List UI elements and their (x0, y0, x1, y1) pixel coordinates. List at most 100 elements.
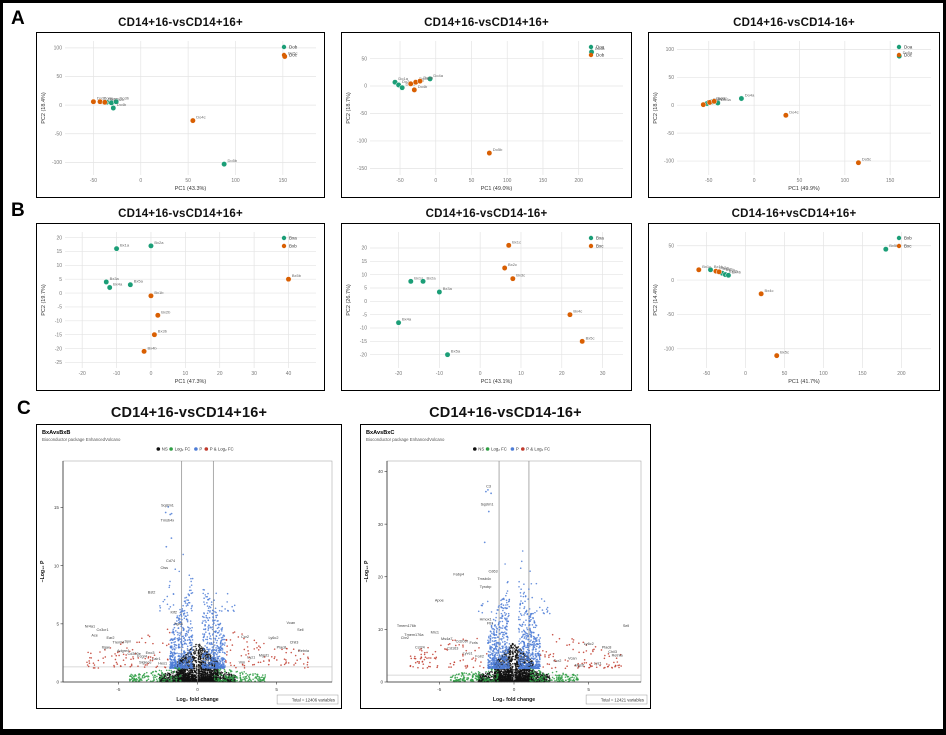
chart-title: CD14+16-vsCD14-16+ (429, 405, 582, 421)
svg-text:Bxa: Bxa (596, 236, 604, 241)
svg-text:PC1 (43.3%): PC1 (43.3%) (175, 186, 207, 192)
pca-plot-a1-canvas: -50 0 50 100 150 -100 -50 0 50 100 PC1 (43.3%) PC2 … (36, 32, 325, 198)
svg-text:Do5c: Do5c (288, 50, 297, 55)
svg-text:0: 0 (56, 680, 59, 685)
svg-text:Do5c: Do5c (862, 157, 871, 162)
svg-text:100: 100 (503, 178, 512, 184)
svg-text:Do2b: Do2b (419, 76, 429, 81)
pca-plot-b2-canvas: -20 -10 0 10 20 30 -20 -15 -10 -5 0 5 10 15 20 PC1 (43.… (341, 223, 632, 391)
svg-text:0: 0 (744, 371, 747, 377)
svg-text:-10: -10 (113, 371, 120, 377)
svg-text:Bx4b: Bx4b (732, 269, 742, 274)
chart-title: CD14+16-vsCD14+16+ (118, 17, 243, 29)
svg-text:0: 0 (139, 178, 142, 184)
svg-text:Bx3c: Bx3c (516, 273, 525, 278)
svg-text:Do3c: Do3c (718, 95, 727, 100)
svg-text:-10: -10 (436, 371, 443, 377)
svg-text:Hes1: Hes1 (158, 662, 167, 666)
svg-text:Eno3: Eno3 (146, 651, 155, 655)
svg-text:5: 5 (59, 277, 62, 283)
svg-text:Do4b: Do4b (418, 84, 428, 89)
svg-text:100: 100 (841, 178, 850, 184)
svg-text:Bx5b: Bx5b (889, 243, 899, 248)
svg-text:30: 30 (251, 371, 257, 377)
pca-plot-b1: CD14+16-vsCD14+16+ -20 -10 0 10 20 30 40 -25 -20… (36, 206, 325, 391)
svg-text:Do2c: Do2c (103, 96, 112, 101)
chart-title: CD14-16+vsCD14+16+ (731, 208, 857, 220)
svg-text:Do5b: Do5b (228, 158, 238, 163)
svg-text:Bx3b: Bx3b (158, 329, 168, 334)
chart-title: CD14+16-vsCD14+16+ (110, 405, 268, 421)
svg-text:150: 150 (858, 371, 867, 377)
svg-text:0: 0 (59, 291, 62, 297)
svg-text:Klf2: Klf2 (170, 610, 177, 614)
svg-text:Bxc: Bxc (904, 244, 912, 249)
svg-text:Bx3a: Bx3a (110, 276, 120, 281)
svg-text:Log₂ FC: Log₂ FC (175, 447, 191, 452)
svg-text:Bx4c: Bx4c (573, 309, 582, 314)
svg-text:Log₂ fold change: Log₂ fold change (176, 697, 218, 703)
svg-text:Doa: Doa (904, 45, 913, 50)
svg-text:Do2c: Do2c (713, 96, 722, 101)
svg-text:Sqstm1: Sqstm1 (161, 503, 174, 507)
volcano-plot-c1: CD14+16-vsCD14+16+ Sqstm1 Tmsb4x Cd74 Ctss B… (36, 402, 342, 709)
svg-text:15: 15 (361, 259, 367, 265)
svg-text:Doa: Doa (596, 45, 605, 50)
svg-text:Bx3b: Bx3b (729, 269, 739, 274)
svg-text:50: 50 (668, 75, 674, 81)
svg-text:PC2 (14.4%): PC2 (14.4%) (653, 284, 659, 316)
svg-text:Adgre4: Adgre4 (117, 649, 129, 653)
svg-text:PC2 (18.4%): PC2 (18.4%) (41, 92, 47, 124)
svg-text:50: 50 (469, 178, 475, 184)
svg-text:-10: -10 (55, 319, 62, 325)
svg-text:10: 10 (54, 563, 60, 568)
pca-plot-b3: CD14-16+vsCD14+16+ -50 0 50 100 150 200 -100 -5… (648, 206, 940, 391)
svg-text:Cd74: Cd74 (166, 559, 175, 563)
chart-title: CD14+16-vsCD14+16+ (118, 208, 243, 220)
svg-text:20: 20 (559, 371, 565, 377)
svg-text:-50: -50 (667, 131, 674, 137)
svg-text:Bx1b: Bx1b (714, 264, 724, 269)
svg-text:Bx4a: Bx4a (402, 317, 412, 322)
svg-text:-50: -50 (55, 131, 62, 137)
svg-text:Bx2a: Bx2a (154, 240, 164, 245)
svg-text:PC1 (41.7%): PC1 (41.7%) (788, 379, 820, 385)
svg-text:0: 0 (671, 278, 674, 284)
svg-text:-50: -50 (396, 178, 403, 184)
svg-text:50: 50 (797, 178, 803, 184)
svg-text:−Log₁₀ P: −Log₁₀ P (40, 560, 46, 582)
svg-text:-20: -20 (79, 371, 86, 377)
pca-plot-a3: CD14+16-vsCD14-16+ -50 0 50 100 150 -100 -50 0 5… (648, 15, 940, 198)
svg-text:5: 5 (275, 687, 278, 692)
svg-text:Spn: Spn (124, 639, 131, 643)
svg-text:Bx4b: Bx4b (147, 345, 157, 350)
svg-text:-50: -50 (90, 178, 97, 184)
svg-text:Ear2: Ear2 (106, 636, 114, 640)
svg-text:Fcgr4: Fcgr4 (137, 655, 147, 659)
svg-text:10: 10 (361, 272, 367, 278)
svg-text:Bxa: Bxa (289, 236, 297, 241)
svg-text:Sell: Sell (297, 628, 303, 632)
svg-text:PC2 (18.4%): PC2 (18.4%) (653, 92, 659, 124)
svg-text:Lyz1: Lyz1 (247, 656, 255, 660)
svg-text:-50: -50 (703, 371, 710, 377)
svg-text:Retnla: Retnla (298, 649, 310, 653)
svg-text:100: 100 (666, 47, 675, 53)
svg-text:-25: -25 (55, 360, 62, 366)
svg-text:Nr4a1: Nr4a1 (85, 624, 95, 628)
svg-text:Bx1b: Bx1b (154, 290, 164, 295)
svg-text:50: 50 (668, 243, 674, 249)
panel-label-b: B (11, 200, 25, 221)
svg-text:40: 40 (286, 371, 292, 377)
svg-text:PC2 (19.7%): PC2 (19.7%) (41, 284, 47, 316)
pca-plot-b2: CD14+16-vsCD14-16+ -20 -10 0 10 20 30 -20 -15 -1… (341, 206, 632, 391)
svg-text:Bioconductor package EnhancedV: Bioconductor package EnhancedVolcano (42, 437, 121, 442)
svg-text:Chil3: Chil3 (290, 641, 299, 645)
svg-text:Treml4: Treml4 (113, 641, 125, 645)
svg-text:Cx3cr1: Cx3cr1 (97, 628, 109, 632)
svg-text:Bx5c: Bx5c (586, 335, 595, 340)
svg-text:-150: -150 (357, 166, 367, 172)
svg-text:-50: -50 (705, 178, 712, 184)
svg-text:0: 0 (753, 178, 756, 184)
svg-text:Vim: Vim (239, 660, 245, 664)
